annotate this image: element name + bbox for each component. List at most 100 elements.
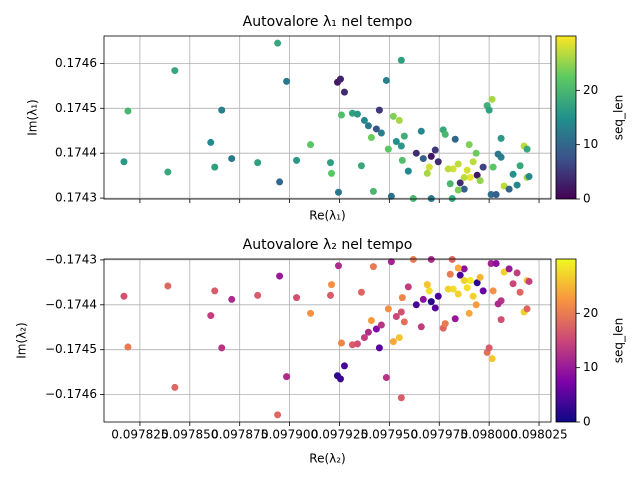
point xyxy=(283,373,291,381)
point xyxy=(404,283,412,291)
point xyxy=(340,88,348,96)
point xyxy=(488,355,496,363)
point xyxy=(417,127,425,135)
point xyxy=(465,309,473,317)
chart-title: Autovalore λ₂ nel tempo xyxy=(243,237,413,253)
x-tick-label: 0.097900 xyxy=(261,428,318,442)
point xyxy=(473,279,481,287)
x-tick-label: 0.097875 xyxy=(211,428,268,442)
point xyxy=(364,122,372,130)
point xyxy=(473,171,481,179)
point xyxy=(489,163,497,171)
y-tick-label: 0.1744 xyxy=(55,146,97,160)
point xyxy=(427,255,435,263)
point xyxy=(434,292,442,300)
point xyxy=(456,271,464,279)
point xyxy=(369,187,377,195)
point xyxy=(427,298,435,306)
point xyxy=(513,269,521,277)
point xyxy=(463,284,471,292)
point xyxy=(164,282,172,290)
point xyxy=(171,383,179,391)
colorbar xyxy=(555,258,577,423)
point xyxy=(372,125,380,133)
point xyxy=(274,39,282,47)
point xyxy=(207,312,215,320)
point xyxy=(446,180,454,188)
colorbar-tick-label: 10 xyxy=(583,360,598,374)
colorbar-tick-label: 20 xyxy=(583,306,598,320)
point xyxy=(427,152,435,160)
point xyxy=(283,77,291,85)
point xyxy=(449,165,457,173)
x-tick-label: 0.097825 xyxy=(111,428,168,442)
point xyxy=(419,155,427,163)
colorbar-label: seq_len xyxy=(612,318,626,364)
point xyxy=(492,259,500,267)
point xyxy=(384,305,392,313)
point xyxy=(293,156,301,164)
point xyxy=(472,149,480,157)
point xyxy=(228,155,236,163)
point xyxy=(425,163,433,171)
point xyxy=(500,182,508,190)
point xyxy=(387,258,395,266)
point xyxy=(164,168,172,176)
point xyxy=(395,334,403,342)
point xyxy=(397,308,405,316)
y-tick-label: 0.1743 xyxy=(55,191,97,205)
x-tick-label: 0.097975 xyxy=(411,428,468,442)
colorbar-tick-label: 0 xyxy=(583,415,591,429)
point xyxy=(523,305,531,313)
point xyxy=(444,285,452,293)
point xyxy=(353,340,361,348)
point xyxy=(377,321,385,329)
point xyxy=(460,277,468,285)
x-tick-label: 0.097950 xyxy=(361,428,418,442)
point xyxy=(392,138,400,146)
point xyxy=(211,163,219,171)
point xyxy=(472,301,480,309)
point xyxy=(516,162,524,170)
point xyxy=(488,95,496,103)
colorbar-tick-label: 20 xyxy=(583,83,598,97)
axes: Autovalore λ₂ nel tempo0.0978250.0978500… xyxy=(15,237,626,466)
point xyxy=(377,129,385,137)
point xyxy=(412,149,420,157)
y-tick-label: −0.1744 xyxy=(45,297,97,311)
point xyxy=(449,285,457,293)
point xyxy=(460,265,468,273)
point xyxy=(497,134,505,142)
point xyxy=(307,309,315,317)
point xyxy=(485,106,493,114)
point xyxy=(423,169,431,177)
point xyxy=(509,170,517,178)
point xyxy=(476,273,484,281)
point xyxy=(525,173,533,181)
point xyxy=(466,277,474,285)
point xyxy=(357,288,365,296)
point xyxy=(523,145,531,153)
point xyxy=(476,177,484,185)
point xyxy=(417,323,425,331)
point xyxy=(357,162,365,170)
point xyxy=(441,130,449,138)
x-axis-label: Re(λ₁) xyxy=(309,209,345,223)
point xyxy=(120,158,128,166)
point xyxy=(340,362,348,370)
point xyxy=(336,75,344,83)
point xyxy=(494,150,502,158)
point xyxy=(382,374,390,382)
point xyxy=(400,318,408,326)
point xyxy=(479,287,487,295)
point xyxy=(218,344,226,352)
point xyxy=(454,186,462,194)
point xyxy=(375,106,383,114)
point xyxy=(497,316,505,324)
point xyxy=(441,320,449,328)
point xyxy=(336,375,344,383)
y-tick-label: 0.1746 xyxy=(55,56,97,70)
point xyxy=(425,287,433,295)
point xyxy=(454,290,462,298)
point xyxy=(466,173,474,181)
